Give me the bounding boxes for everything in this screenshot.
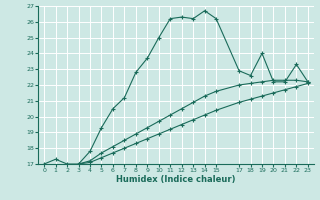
X-axis label: Humidex (Indice chaleur): Humidex (Indice chaleur): [116, 175, 236, 184]
